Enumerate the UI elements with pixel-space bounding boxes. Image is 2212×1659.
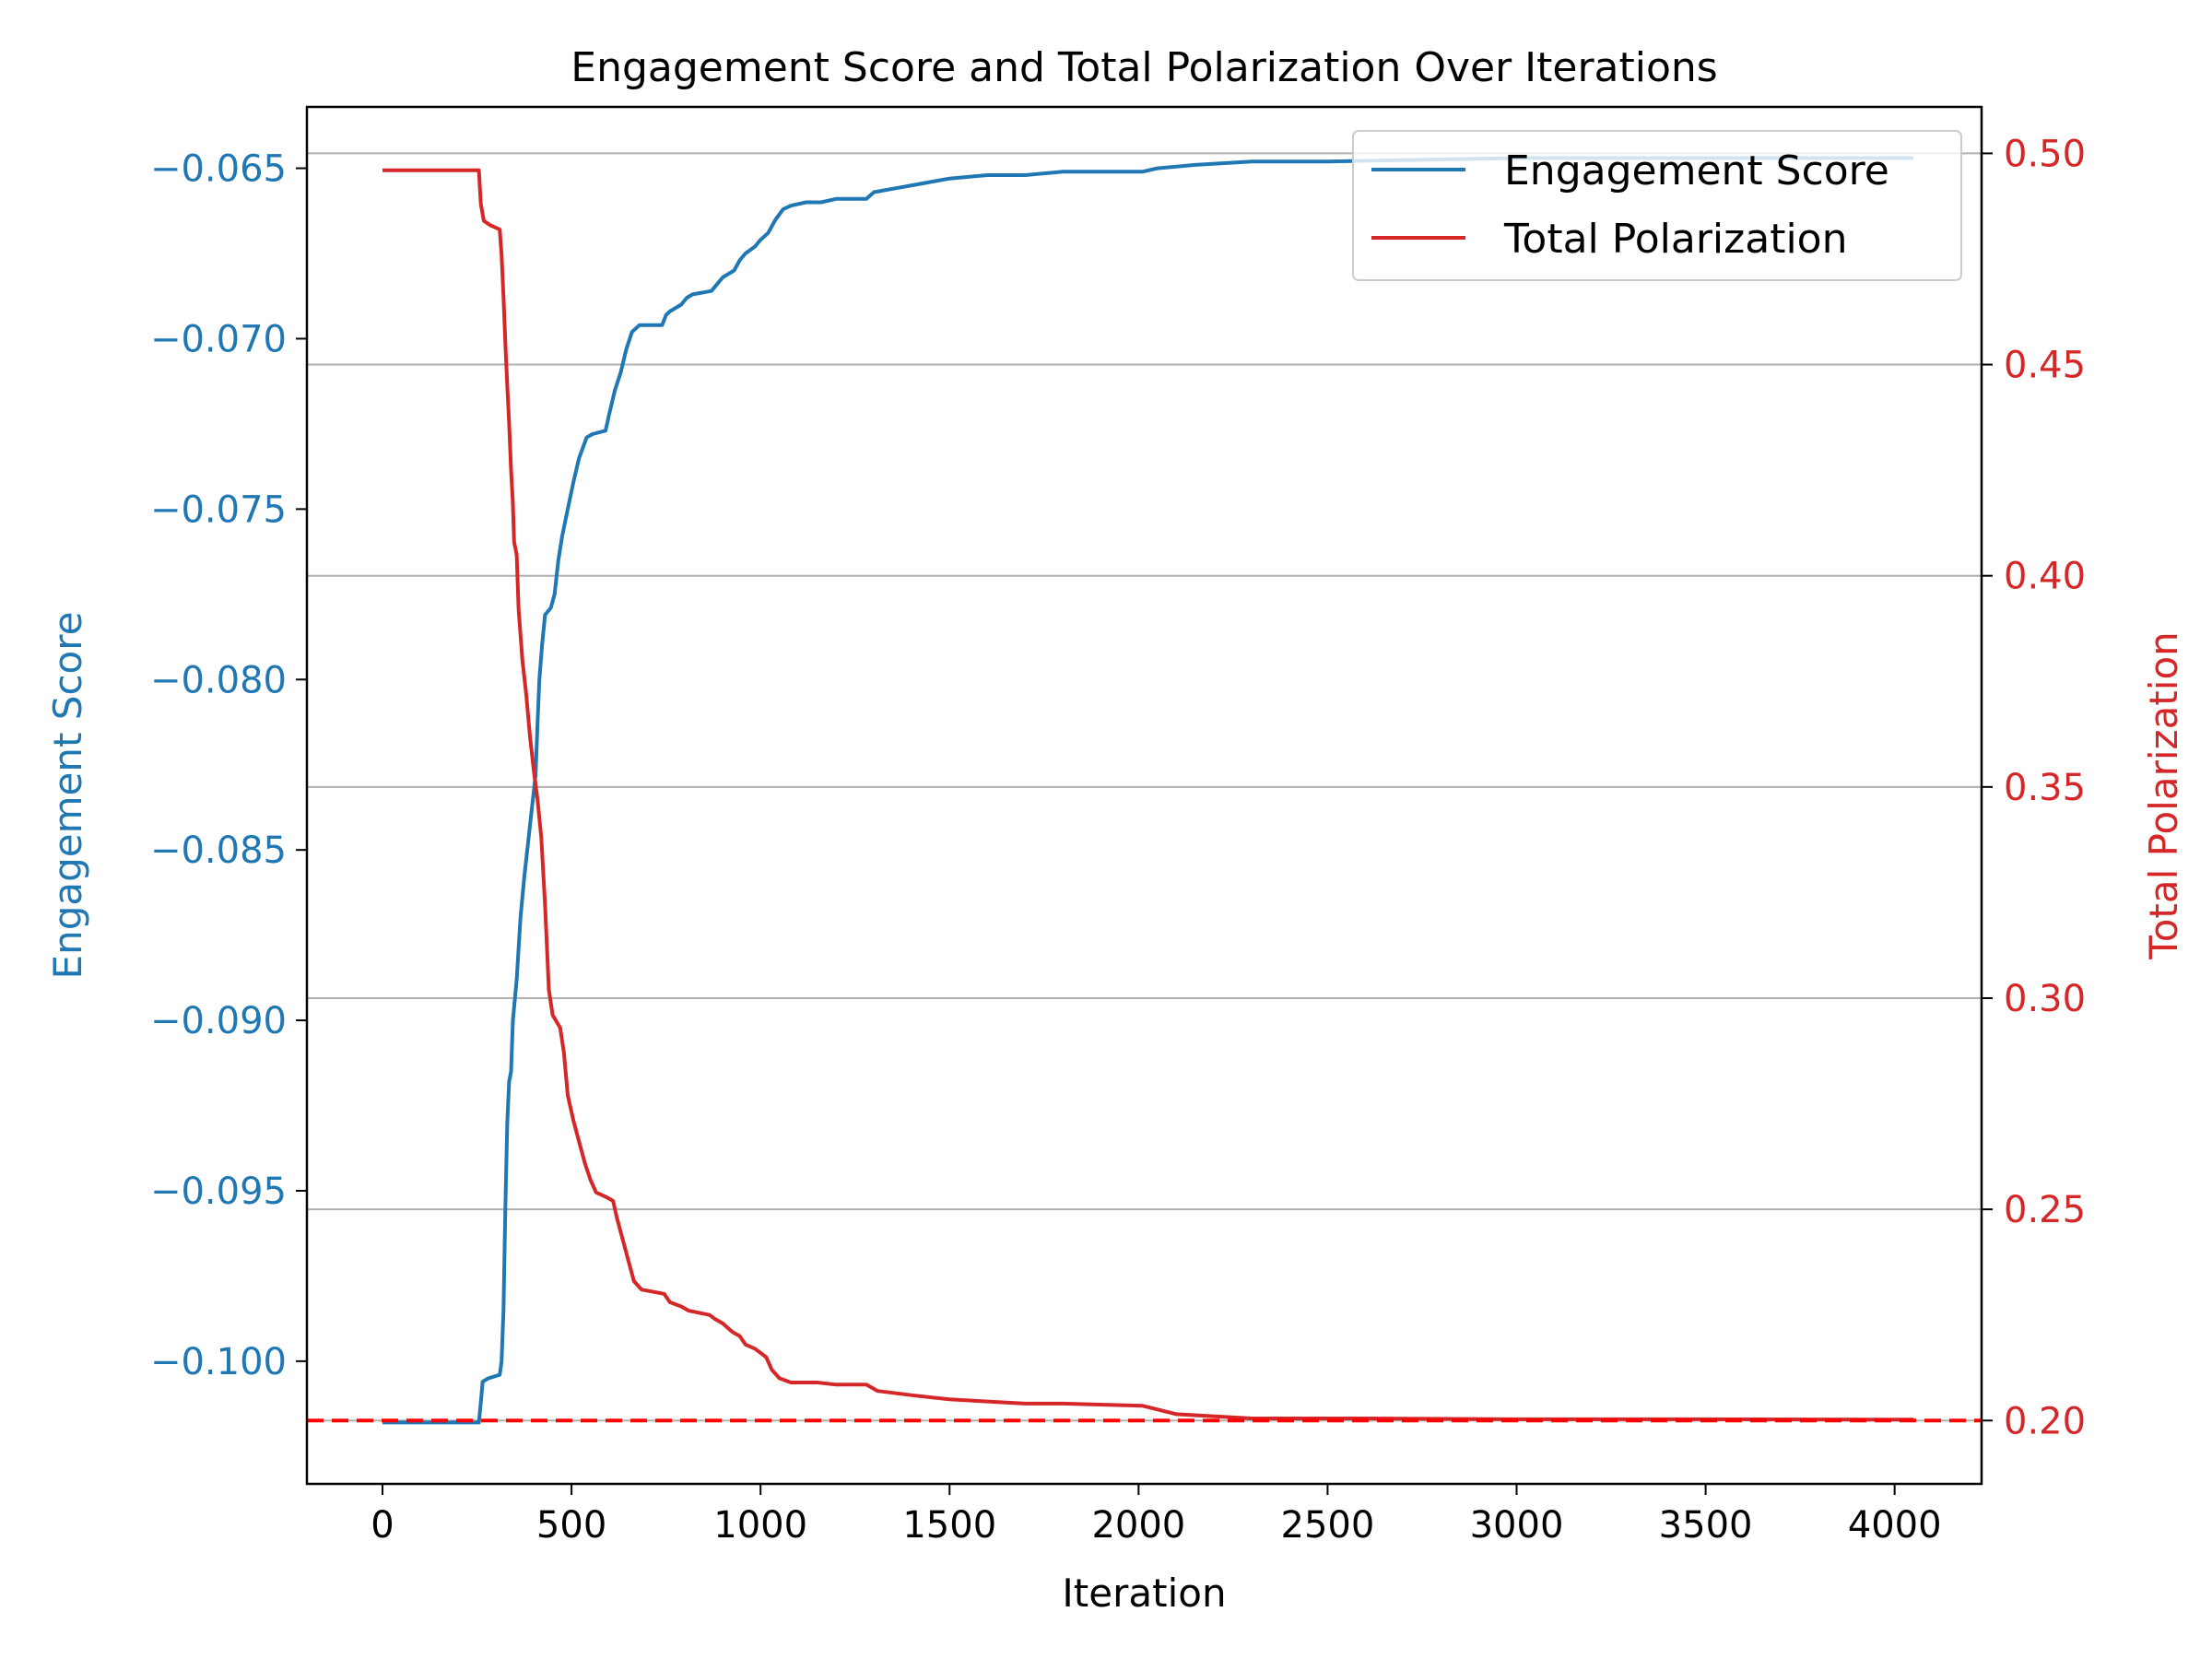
y-axis-right: 0.50 0.45 0.40 0.35 0.30 0.25 0.20 [1982,133,2086,1442]
x-tick-label: 3000 [1470,1504,1564,1547]
x-tick-label: 4000 [1848,1504,1942,1547]
x-tick-label: 1500 [902,1504,996,1547]
x-axis: 0 500 1000 1500 2000 2500 3000 3500 4000 [371,1484,1942,1547]
y-left-tick-label: −0.090 [150,1000,287,1042]
legend: Engagement Score Total Polarization [1352,130,1962,281]
x-tick-label: 3500 [1659,1504,1753,1547]
x-tick-label: 2500 [1281,1504,1375,1547]
y-right-tick-label: 0.20 [2004,1400,2086,1442]
chart-title: Engagement Score and Total Polarization … [571,44,1717,91]
legend-label-polarization: Total Polarization [1503,216,1847,263]
y-right-tick-label: 0.35 [2004,767,2086,809]
y-axis-left-label: Engagement Score [45,612,90,980]
y-right-tick-label: 0.25 [2004,1189,2086,1231]
plot-frame [305,105,1983,1486]
y-axis-left: −0.065 −0.070 −0.075 −0.080 −0.085 −0.090 −0.0… [150,148,307,1383]
series-line-engagement [382,156,1914,1425]
y-right-tick-label: 0.45 [2004,345,2086,387]
x-tick-label: 2000 [1091,1504,1185,1547]
legend-label-engagement: Engagement Score [1504,147,1889,194]
y-left-tick-label: −0.100 [150,1341,287,1383]
legend-box [1352,130,1962,281]
x-tick-label: 500 [536,1504,606,1547]
y-axis-right-label: Total Polarization [2141,631,2186,960]
y-left-tick-label: −0.080 [150,659,287,701]
y-left-tick-label: −0.095 [150,1171,287,1213]
y-left-tick-label: −0.070 [150,318,287,360]
series [382,156,1914,1425]
y-right-tick-label: 0.30 [2004,978,2086,1020]
x-tick-label: 0 [371,1504,394,1547]
series-line-polarization [382,168,1914,1422]
y-left-tick-label: −0.065 [150,148,287,191]
y-left-tick-label: −0.075 [150,488,287,531]
y-right-tick-label: 0.40 [2004,556,2086,598]
plot-area [307,107,1982,1484]
y-left-tick-label: −0.085 [150,830,287,872]
y-right-tick-label: 0.50 [2004,133,2086,175]
x-axis-label: Iteration [1062,1571,1226,1616]
x-tick-label: 1000 [713,1504,807,1547]
